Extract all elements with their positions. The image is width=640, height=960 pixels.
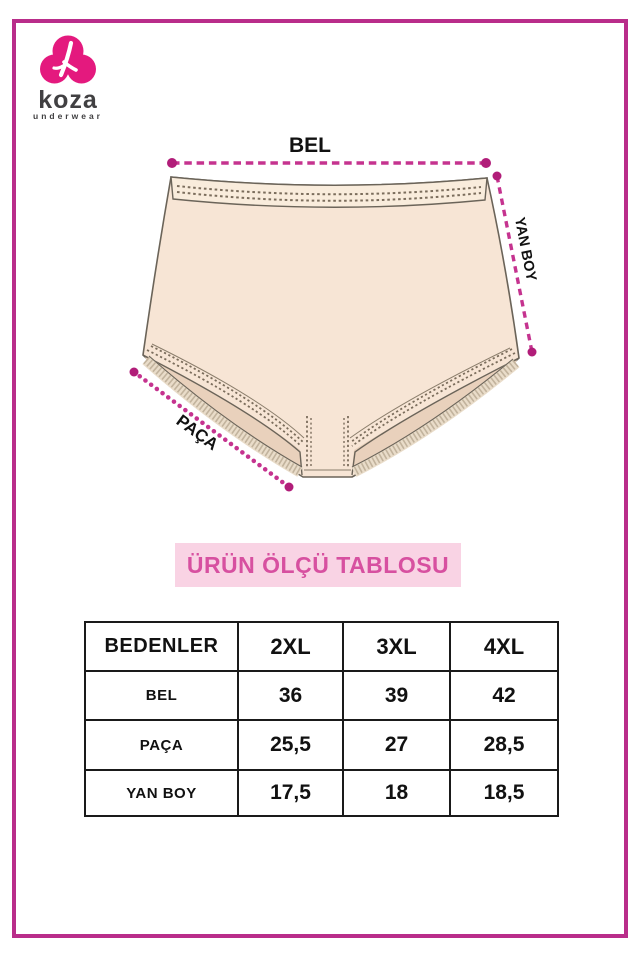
left-leg-hem-line — [151, 343, 305, 439]
page-border-frame — [12, 19, 628, 938]
header-4xl: 4XL — [449, 621, 559, 672]
paca-3xl: 27 — [342, 719, 451, 771]
bel-2xl: 36 — [237, 670, 344, 721]
banner-title: ÜRÜN ÖLÇÜ TABLOSU — [186, 551, 450, 578]
waist-measure: BEL — [167, 134, 491, 168]
right-leg-stitch-2 — [350, 348, 513, 443]
left-leg-stitch-1 — [146, 349, 302, 447]
bel-3xl: 39 — [342, 670, 451, 721]
left-leg-elastic-band — [142, 355, 303, 477]
header-3xl: 3XL — [342, 621, 451, 672]
bel-4xl: 42 — [449, 670, 559, 721]
row-label-paca: PAÇA — [84, 719, 239, 771]
waistband — [170, 176, 488, 208]
left-leg-hem-edge — [142, 354, 303, 476]
yanboy-2xl: 17,5 — [237, 769, 344, 817]
waistband-stitch-bottom — [176, 191, 482, 202]
right-leg-elastic-band — [351, 358, 520, 477]
waist-label: BEL — [289, 134, 331, 157]
table-row-yanboy: YAN BOY 17,5 18 18,5 — [84, 769, 559, 817]
brand-tagline: underwear — [33, 111, 103, 121]
left-leg-inner-panel — [145, 357, 302, 469]
yanboy-4xl: 18,5 — [449, 769, 559, 817]
paca-4xl: 28,5 — [449, 719, 559, 771]
gusset-stitching — [304, 416, 351, 471]
brand-logo: koza underwear — [28, 34, 108, 121]
right-leg-inner-panel — [352, 360, 517, 469]
header-bedenler: BEDENLER — [84, 621, 239, 672]
header-2xl: 2XL — [237, 621, 344, 672]
koza-cocoon-icon — [40, 35, 96, 84]
size-table: BEDENLER 2XL 3XL 4XL BEL 36 39 42 PAÇA 2… — [84, 621, 559, 817]
paca-2xl: 25,5 — [237, 719, 344, 771]
size-table-banner: ÜRÜN ÖLÇÜ TABLOSU — [175, 543, 461, 587]
right-leg-stitch-1 — [351, 352, 516, 447]
row-label-yanboy: YAN BOY — [84, 769, 239, 817]
row-label-bel: BEL — [84, 670, 239, 721]
yanboy-3xl: 18 — [342, 769, 451, 817]
brand-name: koza — [38, 86, 98, 114]
table-row-bel: BEL 36 39 42 — [84, 670, 559, 721]
table-row-paca: PAÇA 25,5 27 28,5 — [84, 719, 559, 771]
right-leg-hem-edge — [351, 357, 520, 476]
right-leg-hem-line — [349, 347, 511, 439]
left-leg-stitch-2 — [150, 345, 304, 443]
waistband-stitch-top — [176, 185, 482, 196]
table-header-row: BEDENLER 2XL 3XL 4XL — [84, 621, 559, 672]
